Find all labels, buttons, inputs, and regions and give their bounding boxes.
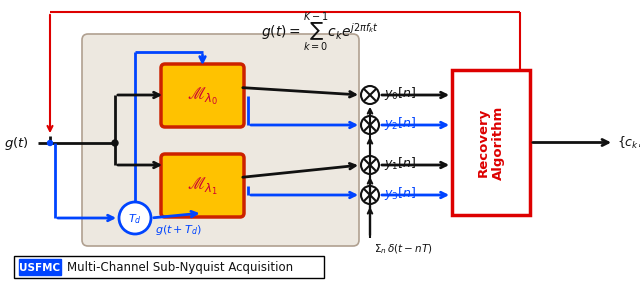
FancyBboxPatch shape [19,259,61,275]
Circle shape [112,140,118,146]
FancyBboxPatch shape [161,154,244,217]
Text: $y_1[n]$: $y_1[n]$ [384,156,416,172]
Text: Recovery
Algorithm: Recovery Algorithm [477,105,505,180]
Text: $g(t+T_d)$: $g(t+T_d)$ [155,223,202,237]
Text: $\mathscr{M}_{\lambda_1}$: $\mathscr{M}_{\lambda_1}$ [187,176,218,197]
FancyBboxPatch shape [82,34,359,246]
FancyBboxPatch shape [14,256,324,278]
FancyBboxPatch shape [452,70,530,215]
Text: $\mathscr{M}_{\lambda_0}$: $\mathscr{M}_{\lambda_0}$ [187,86,218,107]
Text: $y_2[n]$: $y_2[n]$ [384,115,416,133]
Text: $y_3[n]$: $y_3[n]$ [384,185,416,203]
Text: $g(t)$: $g(t)$ [4,135,29,152]
Text: $T_d$: $T_d$ [128,212,142,226]
Text: Multi-Channel Sub-Nyquist Acquisition: Multi-Channel Sub-Nyquist Acquisition [67,261,293,274]
FancyBboxPatch shape [161,64,244,127]
Text: $y_0[n]$: $y_0[n]$ [384,86,416,102]
Text: $g\left(t\right) = \sum_{k=0}^{K-1} c_k e^{j2\pi f_k t}$: $g\left(t\right) = \sum_{k=0}^{K-1} c_k … [261,10,379,54]
Text: $\{c_k, f_k\}_{k=0}^{K-1}$: $\{c_k, f_k\}_{k=0}^{K-1}$ [617,132,640,153]
Circle shape [119,202,151,234]
Circle shape [47,141,52,146]
Text: $\Sigma_n\,\delta(t-nT)$: $\Sigma_n\,\delta(t-nT)$ [374,242,433,256]
Text: USFMC: USFMC [19,263,61,273]
